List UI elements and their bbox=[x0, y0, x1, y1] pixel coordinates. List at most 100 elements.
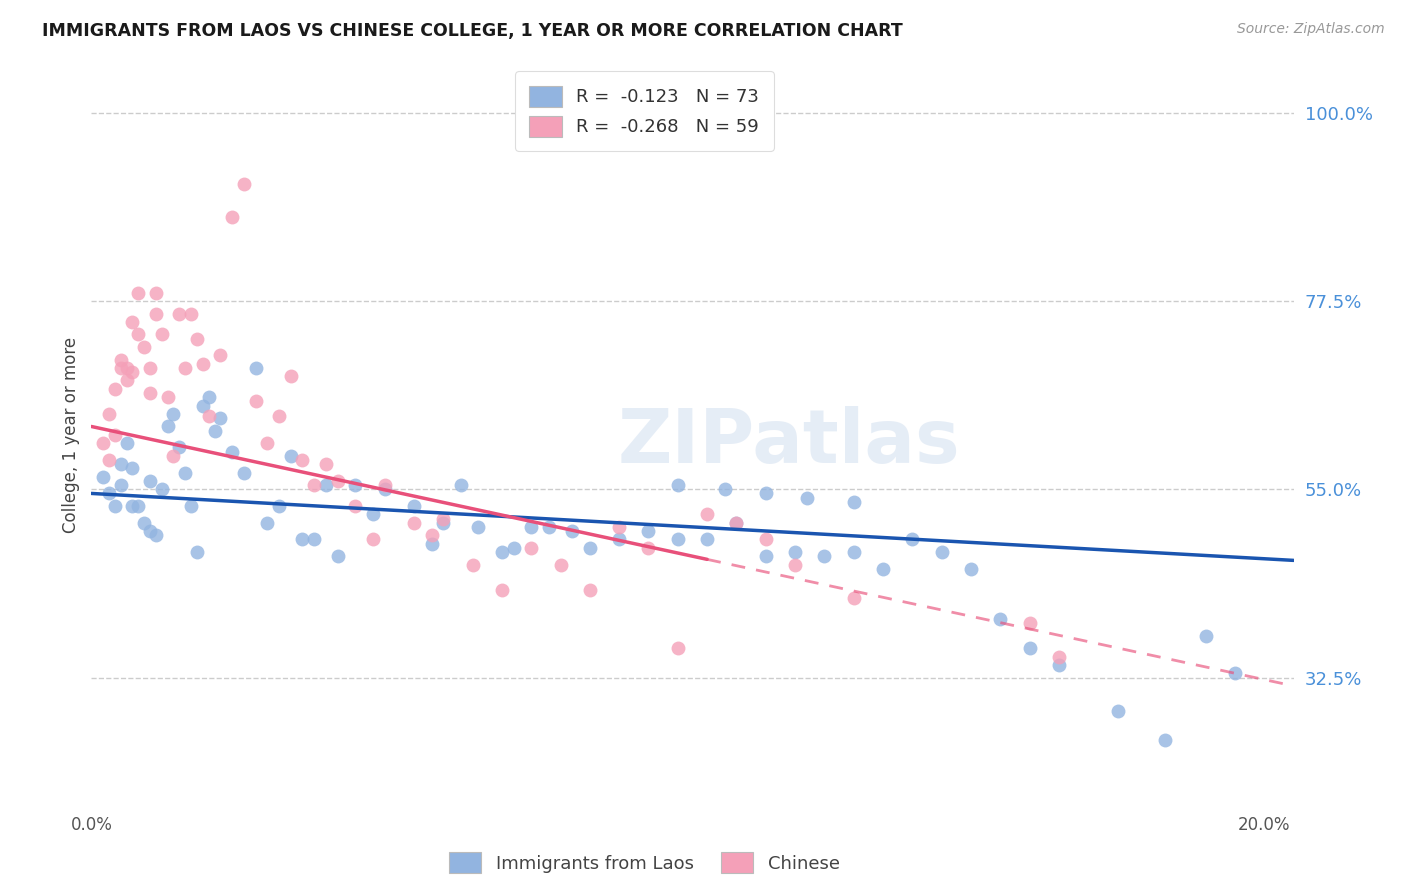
Point bbox=[145, 306, 167, 320]
Point bbox=[783, 545, 806, 559]
Point bbox=[420, 528, 443, 542]
Point bbox=[256, 436, 278, 450]
Point bbox=[98, 486, 121, 500]
Point bbox=[174, 466, 197, 480]
Point bbox=[1047, 658, 1070, 673]
Point bbox=[139, 360, 162, 375]
Point bbox=[467, 520, 489, 534]
Point bbox=[115, 436, 138, 450]
Text: ZIPatlas: ZIPatlas bbox=[617, 406, 960, 479]
Point bbox=[872, 562, 894, 576]
Point bbox=[121, 461, 143, 475]
Point bbox=[960, 562, 983, 576]
Legend: Immigrants from Laos, Chinese: Immigrants from Laos, Chinese bbox=[441, 845, 846, 880]
Point bbox=[402, 499, 425, 513]
Point bbox=[267, 409, 290, 423]
Point bbox=[145, 528, 167, 542]
Y-axis label: College, 1 year or more: College, 1 year or more bbox=[62, 337, 80, 533]
Point bbox=[755, 533, 778, 547]
Point bbox=[127, 327, 149, 342]
Point bbox=[139, 524, 162, 538]
Point bbox=[813, 549, 835, 564]
Point bbox=[162, 449, 184, 463]
Point bbox=[550, 558, 572, 572]
Point bbox=[121, 365, 143, 379]
Point bbox=[315, 478, 337, 492]
Point bbox=[374, 482, 396, 496]
Point bbox=[1018, 641, 1040, 656]
Point bbox=[180, 499, 202, 513]
Point bbox=[232, 177, 254, 191]
Point bbox=[98, 453, 121, 467]
Point bbox=[783, 558, 806, 572]
Point bbox=[139, 386, 162, 401]
Point bbox=[232, 466, 254, 480]
Point bbox=[326, 549, 349, 564]
Point bbox=[491, 545, 513, 559]
Point bbox=[725, 516, 748, 530]
Point bbox=[191, 357, 214, 371]
Point bbox=[156, 419, 179, 434]
Point bbox=[842, 495, 865, 509]
Point bbox=[432, 516, 454, 530]
Point bbox=[186, 332, 208, 346]
Point bbox=[267, 499, 290, 513]
Point bbox=[115, 360, 138, 375]
Point bbox=[280, 369, 302, 384]
Point bbox=[302, 478, 325, 492]
Point bbox=[520, 541, 543, 555]
Point bbox=[150, 327, 173, 342]
Point bbox=[110, 352, 132, 367]
Point bbox=[326, 474, 349, 488]
Point bbox=[221, 444, 243, 458]
Point bbox=[402, 516, 425, 530]
Text: Source: ZipAtlas.com: Source: ZipAtlas.com bbox=[1237, 22, 1385, 37]
Point bbox=[104, 499, 127, 513]
Point bbox=[637, 524, 659, 538]
Point bbox=[156, 390, 179, 404]
Point bbox=[432, 511, 454, 525]
Point bbox=[186, 545, 208, 559]
Point bbox=[666, 641, 689, 656]
Point bbox=[842, 545, 865, 559]
Point bbox=[755, 486, 778, 500]
Point bbox=[796, 491, 818, 505]
Point bbox=[209, 411, 232, 425]
Point bbox=[256, 516, 278, 530]
Point bbox=[134, 340, 156, 354]
Text: IMMIGRANTS FROM LAOS VS CHINESE COLLEGE, 1 YEAR OR MORE CORRELATION CHART: IMMIGRANTS FROM LAOS VS CHINESE COLLEGE,… bbox=[42, 22, 903, 40]
Point bbox=[139, 474, 162, 488]
Point bbox=[302, 533, 325, 547]
Point bbox=[127, 499, 149, 513]
Point bbox=[725, 516, 748, 530]
Point bbox=[291, 533, 314, 547]
Point bbox=[537, 520, 560, 534]
Point bbox=[344, 478, 367, 492]
Point bbox=[420, 536, 443, 550]
Point bbox=[450, 478, 472, 492]
Point bbox=[115, 374, 138, 388]
Point bbox=[169, 441, 191, 455]
Point bbox=[374, 478, 396, 492]
Point bbox=[666, 533, 689, 547]
Point bbox=[180, 306, 202, 320]
Point bbox=[1107, 704, 1129, 718]
Point bbox=[988, 612, 1011, 626]
Point bbox=[361, 533, 384, 547]
Point bbox=[461, 558, 484, 572]
Point bbox=[280, 449, 302, 463]
Point bbox=[197, 390, 219, 404]
Point bbox=[221, 211, 243, 225]
Point bbox=[502, 541, 524, 555]
Point bbox=[1194, 629, 1216, 643]
Point bbox=[1223, 666, 1246, 681]
Point bbox=[245, 360, 267, 375]
Point bbox=[931, 545, 953, 559]
Point bbox=[755, 549, 778, 564]
Point bbox=[491, 582, 513, 597]
Point bbox=[121, 315, 143, 329]
Point bbox=[561, 524, 583, 538]
Point bbox=[344, 499, 367, 513]
Point bbox=[134, 516, 156, 530]
Point bbox=[579, 541, 602, 555]
